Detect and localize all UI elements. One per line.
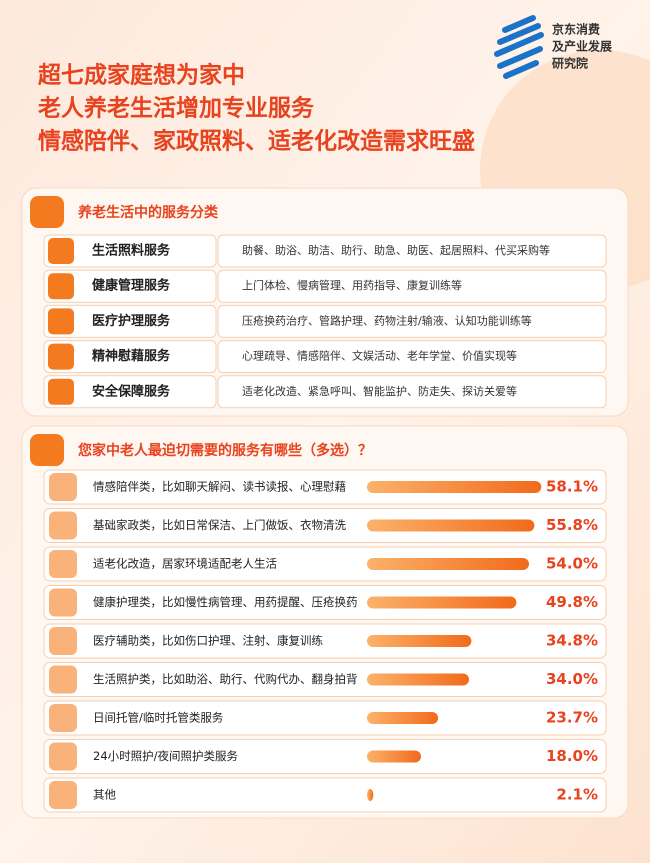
row-left bbox=[43, 269, 217, 303]
row-left bbox=[43, 375, 217, 409]
row bbox=[43, 585, 607, 620]
row-left bbox=[43, 340, 217, 374]
logo-text: 京东消费 bbox=[552, 22, 600, 37]
icon bbox=[30, 434, 64, 466]
icon bbox=[48, 308, 74, 335]
icon bbox=[48, 273, 74, 300]
category-label: 医疗辅助类，比如伤口护理、注射、康复训练 bbox=[93, 634, 323, 648]
section-title: 养老生活中的服务分类 bbox=[77, 204, 219, 221]
row-right bbox=[217, 375, 607, 409]
icon bbox=[49, 588, 77, 617]
icon bbox=[49, 704, 77, 732]
icon bbox=[48, 238, 74, 264]
value-label: 58.1% bbox=[546, 478, 598, 496]
service-name: 安全保障服务 bbox=[92, 383, 171, 399]
row-left bbox=[43, 304, 217, 338]
title-line: 情感陪伴、家政照料、适老化改造需求旺盛 bbox=[38, 128, 475, 155]
bar bbox=[367, 712, 439, 724]
category-label: 情感陪伴类，比如聊天解闷、读书读报、心理慰藉 bbox=[93, 480, 346, 494]
value-label: 54.0% bbox=[546, 555, 598, 573]
bar bbox=[367, 596, 517, 609]
icon bbox=[49, 781, 77, 809]
row bbox=[43, 700, 607, 736]
category-label: 适老化改造，居家环境适配老人生活 bbox=[93, 557, 277, 571]
service-name: 精神慰藉服务 bbox=[92, 348, 171, 364]
bar bbox=[367, 673, 469, 686]
row bbox=[43, 469, 607, 505]
value-label: 55.8% bbox=[546, 516, 598, 534]
service-desc: 适老化改造、紧急呼叫、智能监护、防走失、探访关爱等 bbox=[242, 384, 517, 398]
value-label: 18.0% bbox=[546, 747, 598, 765]
service-desc: 心理疏导、情感陪伴、文娱活动、老年学堂、价值实现等 bbox=[242, 349, 517, 363]
value-label: 34.0% bbox=[546, 670, 598, 688]
category-label: 其他 bbox=[93, 788, 116, 802]
bar bbox=[367, 481, 542, 493]
title-line: 老人养老生活增加专业服务 bbox=[37, 95, 315, 122]
section-title: 您家中老人最迫切需要的服务有哪些（多选）？ bbox=[78, 442, 372, 459]
category-label: 24小时照护/夜间照护类服务 bbox=[93, 749, 239, 763]
row bbox=[43, 739, 607, 774]
category-label: 生活照护类，比如助浴、助行、代购代办、翻身拍背 bbox=[93, 672, 358, 686]
logo-text: 及产业发展 bbox=[552, 39, 612, 54]
row-right bbox=[217, 234, 607, 268]
category-label: 基础家政类，比如日常保洁、上门做饭、衣物清洗 bbox=[93, 518, 346, 532]
icon bbox=[48, 378, 74, 405]
service-desc: 压疮换药治疗、管路护理、药物注射/输液、认知功能训练等 bbox=[242, 313, 532, 327]
row-right bbox=[217, 269, 607, 303]
title-line: 超七成家庭想为家中 bbox=[38, 62, 245, 89]
row bbox=[43, 623, 607, 659]
row bbox=[43, 777, 607, 813]
icon bbox=[49, 742, 77, 771]
icon bbox=[48, 343, 74, 370]
value-label: 49.8% bbox=[546, 593, 598, 611]
bar bbox=[367, 750, 421, 763]
logo-text: 研究院 bbox=[552, 56, 588, 71]
category-label: 日间托管/临时托管类服务 bbox=[93, 711, 224, 725]
icon bbox=[30, 196, 64, 228]
bar bbox=[367, 558, 529, 570]
value-label: 23.7% bbox=[546, 709, 598, 727]
icon bbox=[49, 511, 77, 540]
bar bbox=[367, 789, 374, 801]
icon bbox=[49, 665, 77, 694]
bar bbox=[367, 635, 472, 647]
service-desc: 上门体检、慢病管理、用药指导、康复训练等 bbox=[242, 278, 462, 292]
icon bbox=[49, 473, 77, 501]
icon bbox=[49, 550, 77, 578]
service-name: 健康管理服务 bbox=[92, 278, 171, 294]
icon bbox=[49, 627, 77, 655]
category-label: 健康护理类，比如慢性病管理、用药提醒、压疮换药 bbox=[93, 595, 358, 609]
service-name: 医疗护理服务 bbox=[92, 313, 171, 329]
row bbox=[43, 546, 607, 582]
value-label: 34.8% bbox=[546, 632, 598, 650]
logo-mark bbox=[494, 15, 544, 79]
value-label: 2.1% bbox=[556, 786, 598, 804]
row-right bbox=[217, 304, 607, 338]
row bbox=[43, 508, 607, 543]
bar bbox=[367, 519, 535, 532]
row-left bbox=[43, 234, 217, 268]
service-desc: 助餐、助浴、助洁、助行、助急、助医、起居照料、代买采购等 bbox=[242, 243, 550, 257]
row bbox=[43, 662, 607, 697]
service-name: 生活照料服务 bbox=[92, 243, 171, 259]
row-right bbox=[217, 340, 607, 374]
